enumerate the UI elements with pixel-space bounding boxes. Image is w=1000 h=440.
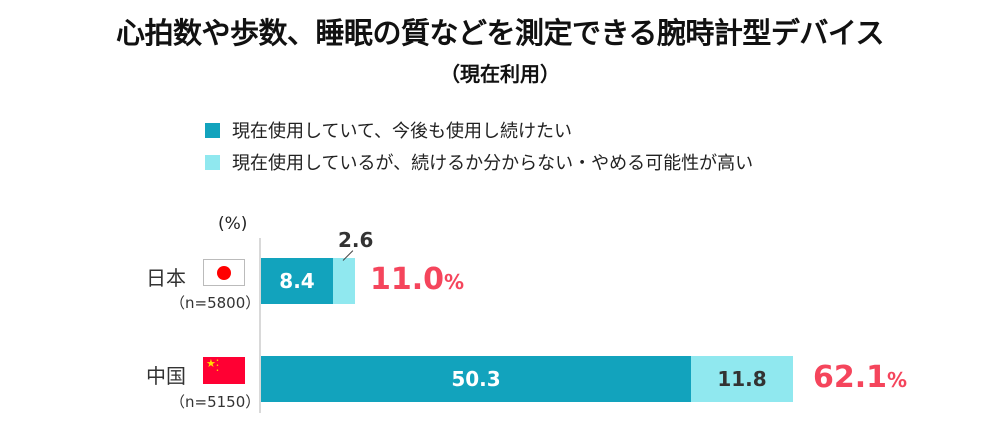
legend-item-uncertain: 現在使用しているが、続けるか分からない・やめる可能性が高い: [205, 146, 753, 178]
value-label-japan-uncertain: 2.6: [338, 228, 374, 252]
country-label-china: 中国: [146, 364, 186, 388]
sample-size-china: （n=5150）: [170, 393, 261, 411]
value-label-china-uncertain: 11.8: [717, 367, 767, 391]
bar-segment-japan-uncertain: [333, 258, 355, 304]
china-flag-icon: ★ • • •: [203, 357, 245, 384]
category-axis-line: [259, 238, 261, 413]
bar-china: 50.3 11.8: [261, 356, 793, 402]
legend-label-continue: 現在使用していて、今後も使用し続けたい: [232, 121, 573, 142]
sample-size-japan: （n=5800）: [170, 294, 261, 312]
total-percent-sign: %: [887, 368, 908, 392]
unit-label: (%): [218, 214, 248, 234]
japan-flag-icon: [203, 259, 245, 286]
bar-japan: 8.4: [261, 258, 355, 304]
total-value-china: 62.1: [813, 360, 888, 395]
value-label-china-continue: 50.3: [451, 367, 501, 391]
bar-segment-china-uncertain: 11.8: [691, 356, 793, 402]
legend: 現在使用していて、今後も使用し続けたい 現在使用しているが、続けるか分からない・…: [205, 114, 753, 178]
legend-swatch-continue: [205, 122, 220, 138]
total-percent-sign: %: [444, 270, 465, 294]
legend-item-continue: 現在使用していて、今後も使用し続けたい: [205, 114, 753, 146]
total-value-japan: 11.0: [370, 262, 445, 297]
legend-label-uncertain: 現在使用しているが、続けるか分からない・やめる可能性が高い: [232, 153, 754, 174]
value-label-japan-continue: 8.4: [279, 269, 315, 293]
bar-segment-china-continue: 50.3: [261, 356, 691, 402]
legend-swatch-uncertain: [205, 154, 220, 170]
country-label-japan: 日本: [146, 266, 186, 290]
chart-subtitle: （現在利用）: [440, 62, 560, 86]
chart-title: 心拍数や歩数、睡眠の質などを測定できる腕時計型デバイス: [115, 16, 885, 50]
bar-segment-japan-continue: 8.4: [261, 258, 333, 304]
total-japan: 11.0%: [370, 262, 464, 297]
total-china: 62.1%: [813, 360, 907, 395]
